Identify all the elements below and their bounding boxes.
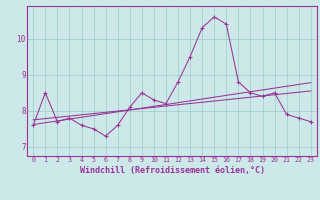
X-axis label: Windchill (Refroidissement éolien,°C): Windchill (Refroidissement éolien,°C) <box>79 166 265 175</box>
